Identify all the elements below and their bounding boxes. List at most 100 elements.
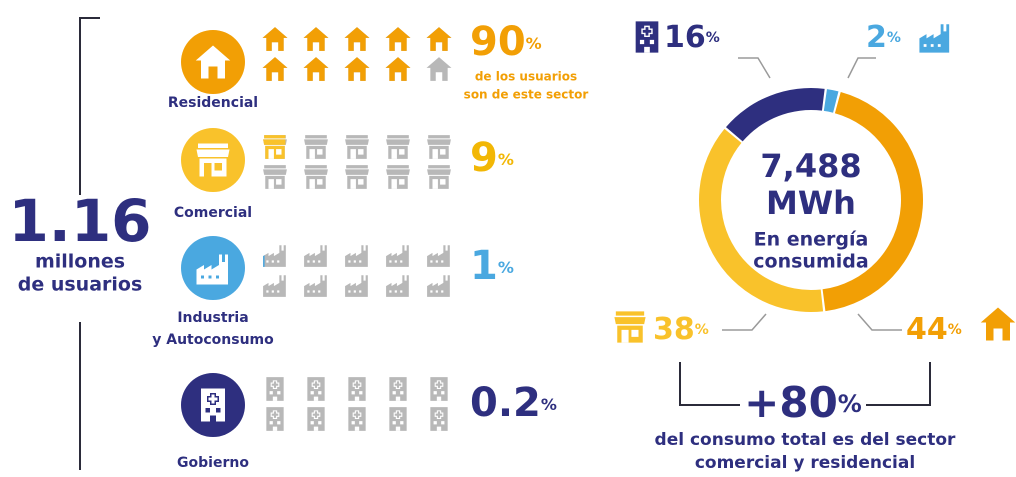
icon-part bbox=[266, 260, 280, 263]
share-value: 90 bbox=[470, 19, 526, 65]
user-icon-fill bbox=[344, 57, 370, 81]
sector-share: 0.2% bbox=[470, 380, 557, 426]
consumption-share: 44% bbox=[906, 312, 962, 347]
consumption-unit: % bbox=[948, 322, 962, 338]
icon-part bbox=[204, 163, 222, 177]
icon-part bbox=[642, 27, 652, 36]
icon-part bbox=[268, 149, 282, 159]
user-icon bbox=[304, 245, 327, 267]
icon-part bbox=[386, 165, 410, 189]
sector-share: 9% bbox=[470, 135, 514, 181]
donut-segment bbox=[823, 89, 839, 113]
consumption-icon bbox=[980, 307, 1016, 341]
sector-badge-icon bbox=[196, 254, 228, 285]
sector-name: Industria bbox=[177, 310, 248, 326]
icon-part bbox=[263, 245, 286, 267]
user-icon bbox=[386, 245, 409, 267]
icon-part bbox=[304, 245, 327, 267]
user-icon bbox=[304, 275, 327, 297]
icon-part bbox=[304, 135, 328, 159]
icon-part bbox=[262, 57, 288, 81]
donut-segment bbox=[699, 128, 824, 312]
icon-part bbox=[385, 57, 411, 81]
energy-caption: consumida bbox=[753, 251, 868, 273]
share-value: 9 bbox=[470, 135, 498, 181]
user-icon bbox=[426, 57, 452, 81]
icon-part bbox=[348, 260, 362, 263]
share-unit: % bbox=[526, 34, 542, 53]
icon-part bbox=[389, 260, 403, 263]
user-icon-fill bbox=[385, 27, 411, 51]
icon-part bbox=[208, 394, 218, 404]
user-icon bbox=[386, 135, 410, 159]
icon-part bbox=[353, 381, 361, 388]
icon-part bbox=[309, 149, 323, 159]
user-icon-colored bbox=[263, 255, 265, 267]
user-icon bbox=[430, 407, 448, 431]
sector-badge-icon bbox=[201, 388, 225, 422]
combined-share: +80% bbox=[744, 378, 862, 427]
icon-part bbox=[385, 27, 411, 51]
user-icon bbox=[348, 377, 366, 401]
bracket-left bbox=[79, 17, 100, 470]
icon-part bbox=[430, 260, 444, 263]
user-icon bbox=[345, 135, 369, 159]
user-icon bbox=[430, 377, 448, 401]
share-value: 0.2 bbox=[470, 380, 541, 426]
user-icon-colored bbox=[385, 27, 411, 51]
user-icon bbox=[263, 275, 286, 297]
user-icon-fill bbox=[303, 27, 329, 51]
icon-part bbox=[345, 135, 369, 159]
icon-part bbox=[394, 381, 402, 388]
leader bbox=[738, 57, 771, 79]
icon-part bbox=[432, 179, 446, 189]
icon-part bbox=[350, 179, 364, 189]
consumption-icon bbox=[919, 24, 950, 53]
icon-part bbox=[427, 275, 450, 297]
user-icon bbox=[348, 407, 366, 431]
sector-badge-icon bbox=[195, 45, 231, 79]
icon-part bbox=[304, 165, 328, 189]
icon-part bbox=[386, 135, 410, 159]
user-icon-colored bbox=[303, 27, 329, 51]
icon-part bbox=[263, 165, 287, 189]
icon-part bbox=[196, 254, 228, 285]
icon-part bbox=[345, 165, 369, 189]
combined-prefix: + bbox=[744, 378, 779, 427]
icon-part bbox=[426, 57, 452, 81]
icon-part bbox=[344, 57, 370, 81]
sector-name: Comercial bbox=[174, 205, 252, 221]
icon-part bbox=[195, 45, 231, 79]
icon-part bbox=[621, 329, 639, 343]
user-icon bbox=[345, 245, 368, 267]
user-icon bbox=[263, 245, 286, 267]
icon-part bbox=[263, 135, 286, 159]
icon-part bbox=[304, 275, 327, 297]
users-label: millones bbox=[35, 251, 125, 273]
sector-note: de los usuarios bbox=[475, 70, 577, 84]
combined-caption: del consumo total es del sector bbox=[655, 430, 957, 450]
icon-part bbox=[312, 411, 320, 418]
icon-part bbox=[201, 275, 219, 279]
user-icon bbox=[386, 275, 409, 297]
user-icon bbox=[427, 275, 450, 297]
user-icon-fill bbox=[344, 27, 370, 51]
consumption-share: 38% bbox=[653, 312, 709, 347]
icon-part bbox=[980, 307, 1016, 341]
icon-part bbox=[303, 27, 329, 51]
user-icon bbox=[345, 165, 369, 189]
sector-badge bbox=[181, 236, 245, 300]
icon-part bbox=[309, 179, 323, 189]
icon-part bbox=[344, 27, 370, 51]
icon-part bbox=[350, 149, 364, 159]
icon-part bbox=[435, 411, 443, 418]
consumption-icon bbox=[614, 311, 646, 343]
user-icon-fill bbox=[385, 57, 411, 81]
user-icon bbox=[263, 165, 287, 189]
sector-name: y Autoconsumo bbox=[152, 332, 274, 348]
user-icon-fill bbox=[263, 255, 265, 267]
share-unit: % bbox=[498, 150, 514, 169]
user-icon bbox=[389, 407, 407, 431]
user-icon-colored bbox=[262, 27, 288, 51]
bracket-bottom-right bbox=[679, 362, 931, 406]
